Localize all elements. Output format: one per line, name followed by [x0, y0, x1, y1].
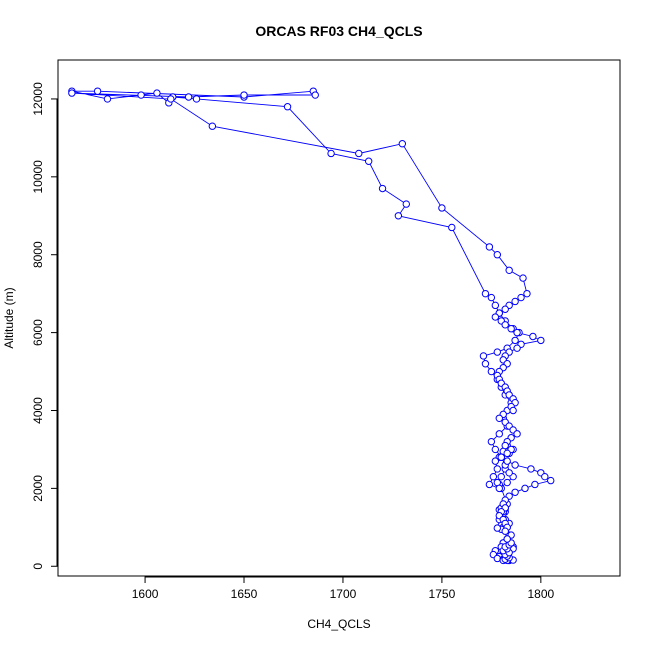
data-point [327, 149, 335, 158]
data-point [501, 441, 509, 450]
data-point [511, 297, 519, 306]
data-point [497, 472, 505, 481]
data-point [167, 95, 175, 103]
data-point [448, 223, 456, 232]
data-point [521, 484, 529, 493]
data-point [527, 465, 535, 473]
data-point [547, 476, 555, 485]
data-point [208, 122, 217, 130]
data-point [505, 266, 513, 274]
data-point [493, 524, 502, 532]
data-point [479, 352, 488, 360]
data-point [240, 91, 248, 99]
plot-frame [57, 59, 621, 577]
y-tick-label: 12000 [31, 82, 45, 116]
data-point [511, 336, 519, 345]
data-point [93, 87, 102, 95]
data-point [501, 305, 509, 313]
data-point [153, 89, 161, 97]
data-point [68, 89, 76, 97]
x-axis: 1600 1650 1700 1750 1800 [132, 576, 555, 601]
data-point [491, 313, 500, 321]
y-axis: 0 2000 4000 6000 8000 10000 12000 [31, 82, 58, 570]
plot-area [57, 59, 621, 577]
data-point [493, 554, 502, 563]
data-point [503, 535, 511, 543]
data-point [505, 469, 513, 477]
data-point [184, 93, 193, 101]
data-point [495, 484, 503, 493]
y-tick-label: 10000 [31, 160, 45, 194]
data-point [481, 289, 490, 298]
data-point [481, 360, 490, 368]
data-point [485, 243, 494, 251]
data-point [493, 465, 502, 473]
data-point [497, 453, 505, 461]
data-point [487, 367, 496, 376]
data-point [364, 157, 373, 165]
data-point [402, 200, 410, 208]
data-point [513, 430, 521, 438]
chart-title: ORCAS RF03 CH4_QCLS [255, 23, 422, 39]
data-point [503, 449, 511, 458]
data-point [378, 184, 387, 193]
x-tick-label: 1650 [231, 587, 258, 601]
data-point [487, 293, 496, 302]
data-point [491, 445, 500, 454]
data-point [507, 325, 515, 333]
y-tick-label: 8000 [31, 241, 45, 268]
data-point [529, 332, 537, 341]
data-point [501, 527, 509, 535]
data-point [493, 251, 502, 259]
data-point [523, 289, 531, 298]
data-point [438, 204, 446, 212]
y-tick-label: 4000 [31, 397, 45, 424]
data-point [137, 91, 145, 99]
data-point [398, 140, 407, 148]
data-point [513, 328, 521, 337]
x-tick-label: 1800 [527, 587, 554, 601]
data-point [283, 103, 292, 111]
data-point [489, 472, 498, 481]
data-point [493, 348, 502, 356]
data-point [531, 480, 539, 489]
data-point [519, 274, 527, 282]
data-point [511, 488, 519, 496]
data-point [509, 406, 517, 415]
data-point [485, 480, 494, 489]
data-point [517, 293, 525, 302]
data-point [501, 321, 509, 329]
x-axis-label: CH4_QCLS [307, 617, 370, 631]
data-point [311, 91, 319, 99]
data-point [487, 437, 496, 446]
y-axis-label: Altitude (m) [2, 287, 16, 348]
data-point [513, 344, 521, 352]
data-layer [68, 87, 555, 565]
data-point [491, 457, 500, 465]
data-point [491, 301, 500, 310]
y-tick-label: 2000 [31, 475, 45, 502]
data-point [503, 457, 511, 465]
series-line [71, 90, 552, 561]
data-point [495, 414, 503, 422]
data-point [537, 336, 545, 345]
data-point [355, 149, 363, 158]
x-tick-label: 1600 [132, 587, 159, 601]
data-point [103, 95, 112, 103]
y-tick-label: 6000 [31, 319, 45, 346]
data-point [511, 461, 519, 469]
x-tick-label: 1700 [330, 587, 357, 601]
data-point [503, 478, 511, 487]
data-point [394, 212, 403, 220]
data-point [495, 430, 503, 438]
x-tick-label: 1750 [429, 587, 456, 601]
data-point [541, 472, 549, 481]
data-point [192, 95, 201, 103]
y-tick-label: 0 [31, 563, 45, 570]
